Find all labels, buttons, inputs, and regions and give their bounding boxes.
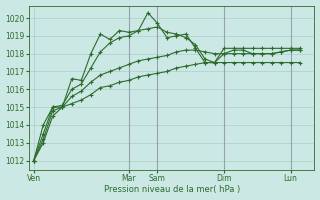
X-axis label: Pression niveau de la mer( hPa ): Pression niveau de la mer( hPa ) (104, 185, 240, 194)
